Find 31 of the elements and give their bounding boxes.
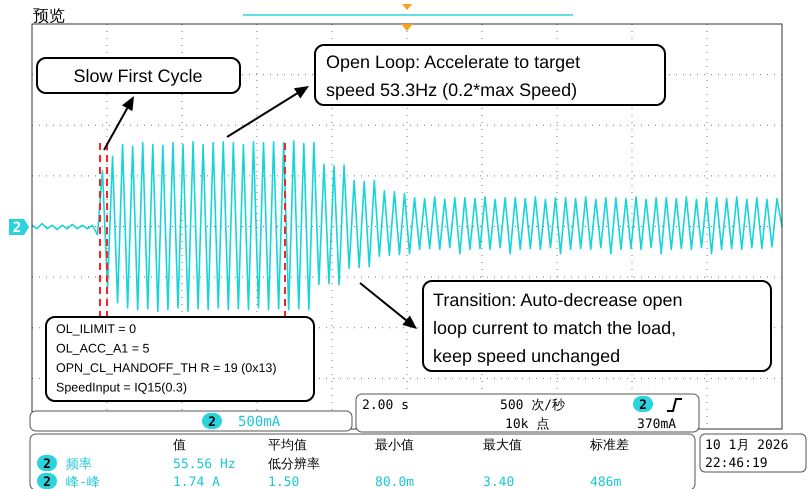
annotation: 486m: [590, 475, 622, 489]
annotation: 1.50: [268, 475, 300, 489]
annotation: 低分辨率: [268, 457, 320, 472]
annotation: 峰-峰: [66, 475, 100, 489]
annotation: Open Loop: Accelerate to target speed 53.3Hz (0.2*max Speed): [326, 52, 580, 100]
annotation: 500 次/秒: [500, 398, 566, 413]
annotation: 最小值: [375, 438, 414, 453]
annotation: 10k 点: [505, 417, 550, 432]
annotation: 10 1月 2026: [705, 438, 788, 453]
annotation: 最大值: [483, 438, 522, 453]
annotation: 370mA: [637, 417, 676, 432]
annotation: 标准差: [590, 438, 629, 453]
annotation: OL_ILIMIT = 0 OL_ACC_A1 = 5 OPN_CL_HANDOFF_TH R = 19 (0x13) SpeedInput = IQ15(0.3): [56, 322, 277, 394]
annotation: 1.74 A: [173, 475, 220, 489]
annotation: Slow First Cycle: [74, 66, 202, 86]
annotation: 2: [43, 475, 51, 489]
annotation: 500mA: [238, 414, 280, 430]
annotation: 55.56 Hz: [173, 457, 236, 472]
annotation: 2.00 s: [362, 398, 409, 413]
annotation: 2: [43, 457, 51, 472]
annotation: 2: [208, 415, 216, 430]
annotation: 80.0m: [375, 475, 414, 489]
annotation: Transition: Auto-decrease open loop current to match the load, keep speed unchanged: [433, 290, 682, 366]
annotation: 22:46:19: [705, 456, 768, 471]
annotation: 平均值: [268, 438, 307, 453]
annotation: 值: [173, 438, 186, 453]
annotation: 预览: [33, 8, 65, 25]
annotation: 2: [639, 398, 647, 413]
annotation: 3.40: [483, 475, 514, 489]
annotation: 2: [12, 220, 22, 236]
annotation: 频率: [66, 457, 92, 472]
